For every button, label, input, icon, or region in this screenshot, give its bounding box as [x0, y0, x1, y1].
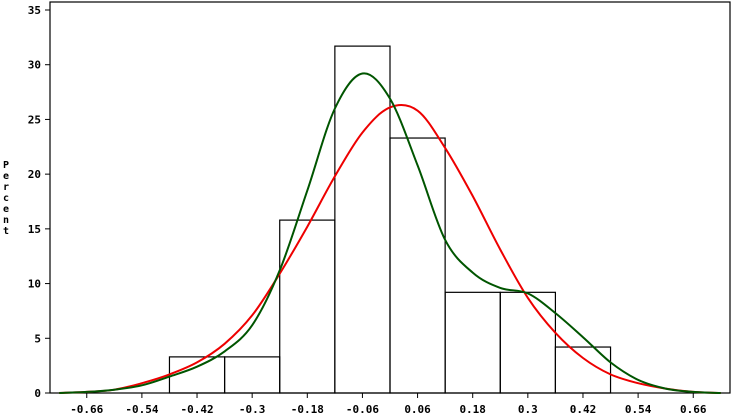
y-axis: 0 5 10 15 20 25 30 35 — [28, 4, 50, 400]
y-tick-label: 15 — [28, 223, 41, 236]
x-tick-label: 0.54 — [625, 403, 652, 416]
x-tick-label: 0.18 — [459, 403, 486, 416]
x-tick-label: -0.66 — [70, 403, 103, 416]
x-tick-label: -0.42 — [180, 403, 213, 416]
y-tick-label: 20 — [28, 168, 41, 181]
y-tick-label: 30 — [28, 59, 41, 72]
y-tick-label: 0 — [34, 387, 41, 400]
y-tick-label: 10 — [28, 278, 41, 291]
y-tick-label: 25 — [28, 113, 41, 126]
x-tick-label: 0.42 — [570, 403, 597, 416]
x-tick-label: -0.54 — [125, 403, 158, 416]
x-axis: -0.66 -0.54 -0.42 -0.3 -0.18 -0.06 0.06 0.18 0.3… — [70, 393, 707, 416]
x-tick-label: -0.06 — [346, 403, 379, 416]
x-tick-label: -0.18 — [291, 403, 324, 416]
normal-density-curve — [59, 104, 721, 394]
x-tick-label: -0.3 — [239, 403, 266, 416]
y-tick-label: 35 — [28, 4, 41, 17]
kernel-density-curve — [59, 72, 721, 394]
x-tick-label: 0.66 — [680, 403, 707, 416]
y-tick-label: 5 — [34, 332, 41, 345]
x-tick-label: 0.06 — [404, 403, 431, 416]
x-tick-label: 0.3 — [518, 403, 538, 416]
